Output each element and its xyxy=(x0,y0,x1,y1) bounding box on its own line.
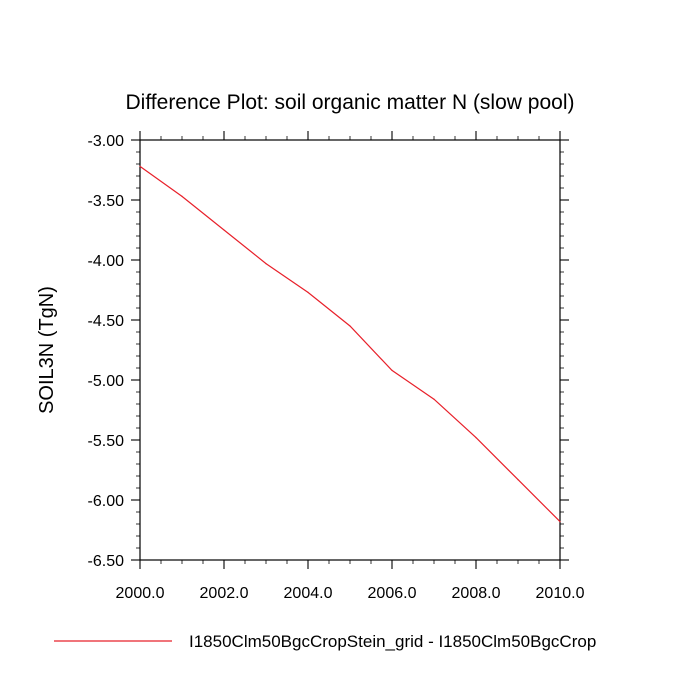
y-axis-label: SOIL3N (TgN) xyxy=(36,286,58,414)
x-tick-label: 2008.0 xyxy=(452,585,501,602)
legend-label: I1850Clm50BgcCropStein_grid - I1850Clm50… xyxy=(189,632,596,651)
x-tick-label: 2000.0 xyxy=(116,585,165,602)
data-point xyxy=(307,291,309,293)
y-tick-label: -4.00 xyxy=(88,253,125,270)
data-point xyxy=(517,479,519,481)
data-point xyxy=(475,437,477,439)
data-point xyxy=(139,165,141,167)
data-point xyxy=(265,263,267,265)
y-tick-label: -5.00 xyxy=(88,373,125,390)
y-tick-label: -3.50 xyxy=(88,193,125,210)
series-layer xyxy=(139,165,561,523)
data-point xyxy=(433,398,435,400)
x-tick-label: 2002.0 xyxy=(200,585,249,602)
y-tick-label: -6.00 xyxy=(88,493,125,510)
plot-area: -3.00 -3.50 -4.00 -4.50 -5.00 -5.50 -6.00 -6.50… xyxy=(88,131,585,602)
data-point xyxy=(391,369,393,371)
y-tick-label: -5.50 xyxy=(88,433,125,450)
data-point xyxy=(559,521,561,523)
y-tick-label: -4.50 xyxy=(88,313,125,330)
x-tick-label: 2006.0 xyxy=(368,585,417,602)
x-axis-ticks: 2000.0 2002.0 2004.0 2006.0 2008.0 2010.0 xyxy=(116,131,585,602)
chart-title: Difference Plot: soil organic matter N (… xyxy=(126,91,575,114)
x-tick-label: 2010.0 xyxy=(536,585,585,602)
data-point xyxy=(349,325,351,327)
x-tick-label: 2004.0 xyxy=(284,585,333,602)
y-tick-label: -3.00 xyxy=(88,133,125,150)
data-point xyxy=(181,195,183,197)
y-tick-label: -6.50 xyxy=(88,553,125,570)
data-point xyxy=(223,229,225,231)
legend: I1850Clm50BgcCropStein_grid - I1850Clm50… xyxy=(54,632,596,651)
y-axis-ticks: -3.00 -3.50 -4.00 -4.50 -5.00 -5.50 -6.00 -6.50 xyxy=(88,133,569,570)
